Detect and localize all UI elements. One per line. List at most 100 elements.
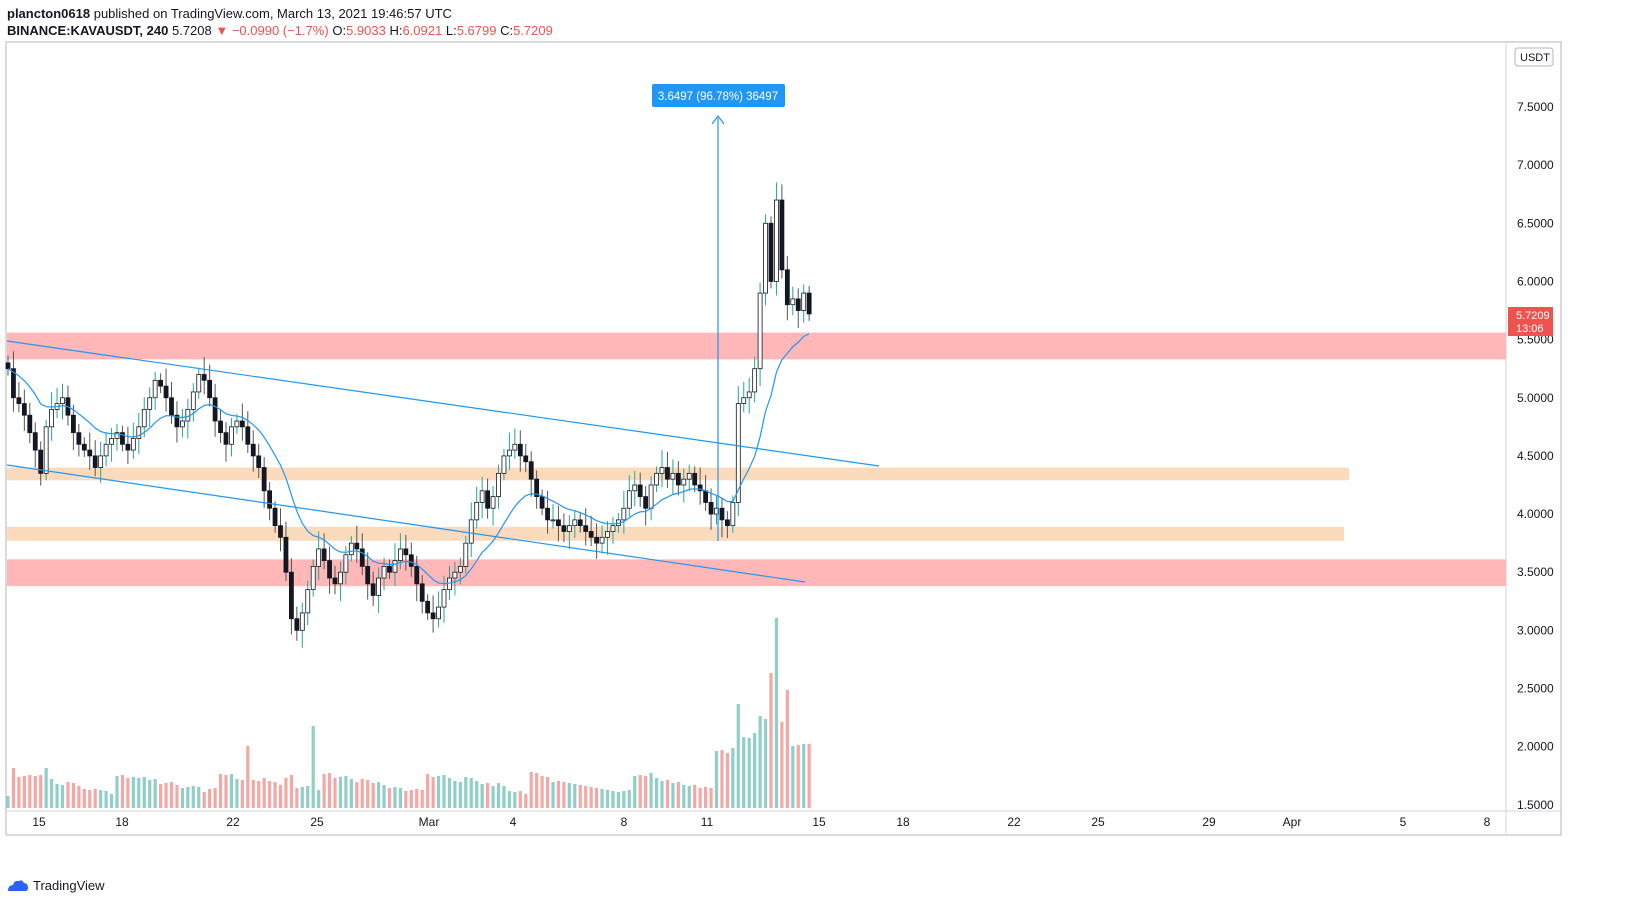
candle-body: [16, 397, 22, 404]
candle: [207, 364, 213, 407]
candle-body: [256, 455, 262, 468]
candle: [92, 440, 98, 477]
candle-body: [512, 443, 518, 451]
volume-bar: [218, 774, 223, 808]
volume-bar: [28, 775, 32, 808]
candle-body: [665, 467, 670, 480]
volume-bar: [562, 782, 566, 808]
candle-body: [261, 467, 267, 492]
candle-body: [768, 222, 774, 282]
candle: [387, 559, 392, 580]
candle-body: [316, 548, 322, 567]
candle-body: [136, 426, 142, 439]
volume-bar: [349, 779, 353, 808]
candle: [474, 486, 480, 529]
candle-body: [719, 507, 725, 521]
candle-body: [752, 368, 758, 393]
volume-bar: [595, 788, 599, 808]
volume-bar: [39, 775, 43, 808]
volume-bar: [115, 776, 119, 808]
y-tick-label: 2.0000: [1517, 740, 1554, 754]
candle: [512, 428, 518, 459]
candle-body: [506, 449, 512, 457]
candle: [436, 591, 441, 628]
candle: [294, 606, 300, 641]
volume-bar: [11, 768, 16, 808]
candle: [408, 542, 414, 577]
volume-bar: [142, 777, 146, 808]
candle: [103, 432, 109, 467]
volume-bar: [246, 746, 250, 808]
volume-bar: [436, 776, 441, 808]
y-tick-label: 3.0000: [1517, 623, 1554, 637]
x-tick-label: 11: [701, 815, 714, 829]
candle: [158, 373, 164, 394]
down-arrow-icon: ▼: [215, 23, 229, 38]
countdown-label: 13:06: [1516, 323, 1544, 335]
candle: [283, 521, 289, 581]
y-tick-label: 7.5000: [1517, 100, 1554, 114]
candle-body: [103, 443, 109, 457]
candle: [370, 571, 376, 606]
volume-bar: [289, 775, 293, 808]
ema-line: [7, 333, 810, 585]
x-tick-label: 18: [896, 815, 910, 829]
candle: [299, 602, 305, 648]
volume-bar: [529, 772, 533, 808]
measure-label: 3.6497 (96.78%) 36497: [658, 91, 778, 103]
candle-body: [774, 199, 779, 282]
candle-body: [11, 368, 16, 399]
volume-bar: [398, 788, 402, 808]
candle-body: [425, 600, 431, 614]
x-tick-label: 15: [32, 815, 46, 829]
volume-bar: [240, 780, 244, 808]
volume-bar: [126, 778, 130, 808]
candle: [605, 521, 610, 555]
candle: [354, 525, 360, 563]
candle-body: [790, 298, 796, 306]
candle-body: [5, 362, 11, 370]
candle-body: [654, 472, 659, 486]
volume-bar: [802, 744, 806, 808]
candle-body: [169, 397, 174, 416]
volume-bar: [229, 774, 234, 808]
candle: [643, 486, 649, 526]
candle-body: [643, 496, 649, 509]
volume-bar: [573, 784, 577, 808]
volume-bar: [676, 782, 680, 808]
volume-bar: [197, 787, 201, 808]
volume-bar: [99, 790, 103, 808]
candle-body: [376, 577, 382, 596]
volume-bar: [567, 783, 571, 808]
candle-body: [125, 443, 131, 451]
candle: [27, 402, 33, 444]
volume-bar: [322, 774, 326, 808]
candle: [365, 552, 371, 600]
volume-bar: [486, 783, 490, 808]
tradingview-logo[interactable]: TradingView: [7, 878, 105, 893]
candle: [708, 488, 714, 530]
volume-bar: [758, 716, 762, 808]
candle-body: [250, 443, 256, 457]
candle-body: [474, 502, 480, 521]
candle: [16, 382, 22, 413]
candle-body: [21, 403, 27, 416]
volume-bar: [409, 790, 413, 808]
candle: [32, 422, 38, 468]
candle: [746, 377, 752, 414]
candle-body: [43, 426, 49, 474]
y-tick-label: 4.5000: [1517, 449, 1554, 463]
candle-body: [343, 554, 349, 573]
candle-body: [354, 542, 360, 550]
candle-body: [468, 519, 474, 544]
candle-body: [583, 525, 589, 532]
candle: [179, 408, 185, 438]
last-price-box: [1508, 307, 1553, 336]
high-value: 6.0921: [402, 23, 443, 38]
candle: [185, 398, 191, 439]
author-name[interactable]: plancton0618: [7, 6, 91, 21]
candle: [65, 385, 71, 426]
candle: [38, 441, 44, 486]
